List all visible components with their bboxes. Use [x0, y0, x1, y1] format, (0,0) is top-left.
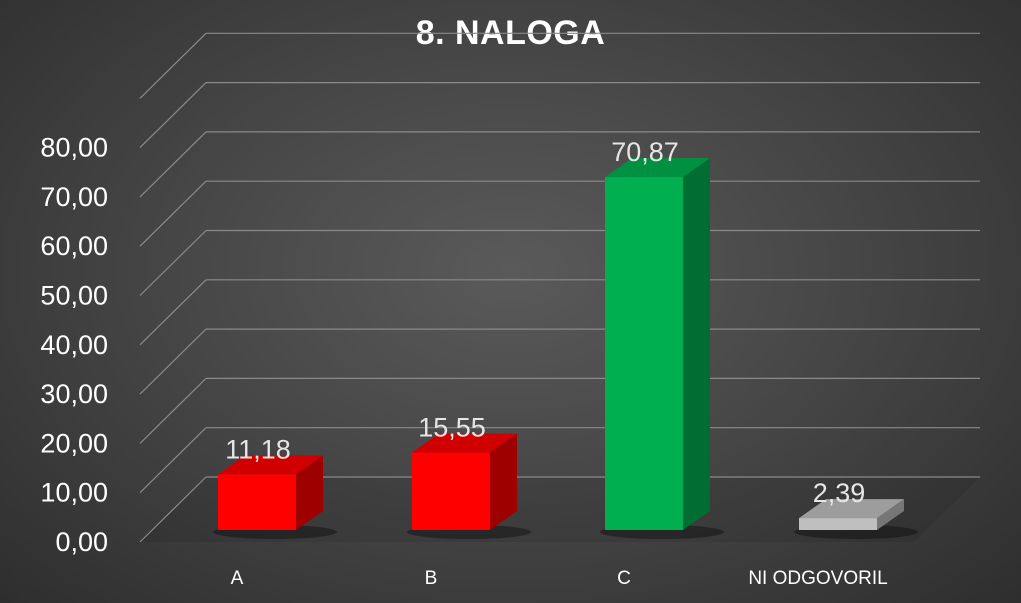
- data-label: 70,87: [611, 137, 679, 167]
- x-tick-label: C: [617, 568, 631, 589]
- y-tick-label: 50,00: [40, 281, 108, 311]
- gridline-side: [139, 32, 207, 99]
- y-tick-label: 30,00: [40, 379, 108, 409]
- y-tick-label: 40,00: [40, 330, 108, 360]
- data-label: 2,39: [813, 478, 866, 508]
- bar: [412, 452, 490, 530]
- gridline-side: [139, 230, 207, 296]
- data-label: 11,18: [225, 434, 291, 464]
- bar-side: [296, 455, 323, 530]
- y-tick-label: 60,00: [40, 231, 108, 261]
- bar: [605, 177, 683, 531]
- bar-top: [218, 455, 323, 475]
- bar-side: [683, 158, 710, 531]
- bar: [218, 474, 296, 530]
- gridline-side: [139, 279, 207, 346]
- data-label: 15,55: [418, 413, 486, 443]
- gridline-side: [139, 82, 207, 149]
- y-tick-label: 0,00: [55, 527, 108, 557]
- gridline-side: [139, 476, 207, 543]
- y-tick-label: 20,00: [40, 428, 108, 458]
- y-tick-label: 70,00: [40, 182, 108, 212]
- x-tick-label: B: [425, 568, 438, 589]
- x-tick-label: A: [231, 568, 244, 589]
- gridline-side: [139, 131, 207, 198]
- x-tick-label: NI ODGOVORIL: [748, 568, 887, 589]
- bar-top: [605, 158, 710, 178]
- bar-side: [877, 499, 904, 530]
- bar-top: [412, 433, 517, 453]
- bar-side: [490, 433, 517, 530]
- floor-plane: [140, 477, 980, 542]
- y-tick-label: 80,00: [40, 133, 108, 163]
- gridline-side: [139, 377, 207, 444]
- gridline-side: [139, 328, 207, 395]
- gridline-side: [139, 427, 207, 494]
- bar: [799, 518, 877, 530]
- gridline-side: [139, 180, 207, 247]
- y-tick-label: 10,00: [40, 478, 108, 508]
- bar-top: [799, 499, 904, 519]
